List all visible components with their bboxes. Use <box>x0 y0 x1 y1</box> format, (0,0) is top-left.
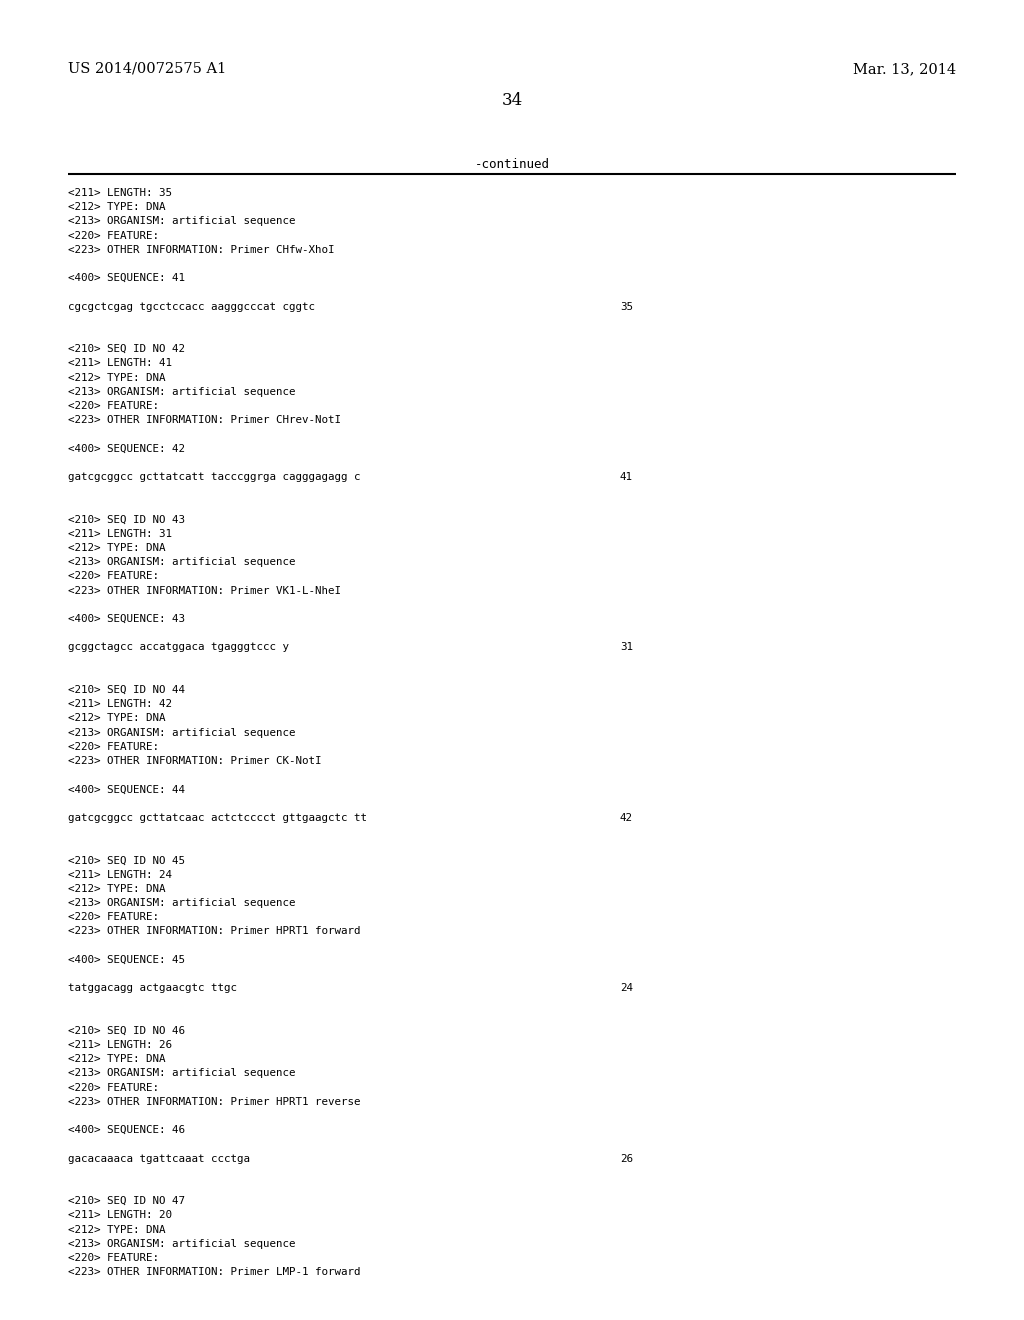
Text: <211> LENGTH: 26: <211> LENGTH: 26 <box>68 1040 172 1049</box>
Text: 35: 35 <box>620 301 633 312</box>
Text: gatcgcggcc gcttatcaac actctcccct gttgaagctc tt: gatcgcggcc gcttatcaac actctcccct gttgaag… <box>68 813 367 822</box>
Text: <220> FEATURE:: <220> FEATURE: <box>68 742 159 752</box>
Text: <212> TYPE: DNA: <212> TYPE: DNA <box>68 884 166 894</box>
Text: <220> FEATURE:: <220> FEATURE: <box>68 572 159 581</box>
Text: cgcgctcgag tgcctccacc aagggcccat cggtc: cgcgctcgag tgcctccacc aagggcccat cggtc <box>68 301 315 312</box>
Text: <212> TYPE: DNA: <212> TYPE: DNA <box>68 1055 166 1064</box>
Text: <220> FEATURE:: <220> FEATURE: <box>68 1082 159 1093</box>
Text: <212> TYPE: DNA: <212> TYPE: DNA <box>68 202 166 213</box>
Text: -continued: -continued <box>474 158 550 172</box>
Text: <212> TYPE: DNA: <212> TYPE: DNA <box>68 1225 166 1234</box>
Text: <213> ORGANISM: artificial sequence: <213> ORGANISM: artificial sequence <box>68 1238 296 1249</box>
Text: <400> SEQUENCE: 45: <400> SEQUENCE: 45 <box>68 954 185 965</box>
Text: gacacaaaca tgattcaaat ccctga: gacacaaaca tgattcaaat ccctga <box>68 1154 250 1164</box>
Text: <210> SEQ ID NO 43: <210> SEQ ID NO 43 <box>68 515 185 524</box>
Text: <213> ORGANISM: artificial sequence: <213> ORGANISM: artificial sequence <box>68 727 296 738</box>
Text: <213> ORGANISM: artificial sequence: <213> ORGANISM: artificial sequence <box>68 216 296 227</box>
Text: <211> LENGTH: 35: <211> LENGTH: 35 <box>68 187 172 198</box>
Text: <400> SEQUENCE: 44: <400> SEQUENCE: 44 <box>68 784 185 795</box>
Text: <220> FEATURE:: <220> FEATURE: <box>68 231 159 240</box>
Text: <223> OTHER INFORMATION: Primer CHfw-XhoI: <223> OTHER INFORMATION: Primer CHfw-Xho… <box>68 244 335 255</box>
Text: <223> OTHER INFORMATION: Primer HPRT1 forward: <223> OTHER INFORMATION: Primer HPRT1 fo… <box>68 927 360 936</box>
Text: <223> OTHER INFORMATION: Primer VK1-L-NheI: <223> OTHER INFORMATION: Primer VK1-L-Nh… <box>68 586 341 595</box>
Text: <212> TYPE: DNA: <212> TYPE: DNA <box>68 543 166 553</box>
Text: gcggctagcc accatggaca tgagggtccc y: gcggctagcc accatggaca tgagggtccc y <box>68 643 289 652</box>
Text: <223> OTHER INFORMATION: Primer HPRT1 reverse: <223> OTHER INFORMATION: Primer HPRT1 re… <box>68 1097 360 1106</box>
Text: tatggacagg actgaacgtc ttgc: tatggacagg actgaacgtc ttgc <box>68 983 237 993</box>
Text: US 2014/0072575 A1: US 2014/0072575 A1 <box>68 62 226 77</box>
Text: <210> SEQ ID NO 44: <210> SEQ ID NO 44 <box>68 685 185 696</box>
Text: <210> SEQ ID NO 42: <210> SEQ ID NO 42 <box>68 345 185 354</box>
Text: <220> FEATURE:: <220> FEATURE: <box>68 912 159 923</box>
Text: 24: 24 <box>620 983 633 993</box>
Text: <213> ORGANISM: artificial sequence: <213> ORGANISM: artificial sequence <box>68 387 296 397</box>
Text: <211> LENGTH: 24: <211> LENGTH: 24 <box>68 870 172 879</box>
Text: <400> SEQUENCE: 46: <400> SEQUENCE: 46 <box>68 1125 185 1135</box>
Text: <223> OTHER INFORMATION: Primer CK-NotI: <223> OTHER INFORMATION: Primer CK-NotI <box>68 756 322 766</box>
Text: Mar. 13, 2014: Mar. 13, 2014 <box>853 62 956 77</box>
Text: 26: 26 <box>620 1154 633 1164</box>
Text: <223> OTHER INFORMATION: Primer LMP-1 forward: <223> OTHER INFORMATION: Primer LMP-1 fo… <box>68 1267 360 1278</box>
Text: <212> TYPE: DNA: <212> TYPE: DNA <box>68 713 166 723</box>
Text: gatcgcggcc gcttatcatt tacccggrga cagggagagg c: gatcgcggcc gcttatcatt tacccggrga cagggag… <box>68 473 360 482</box>
Text: 42: 42 <box>620 813 633 822</box>
Text: <210> SEQ ID NO 45: <210> SEQ ID NO 45 <box>68 855 185 866</box>
Text: <400> SEQUENCE: 42: <400> SEQUENCE: 42 <box>68 444 185 454</box>
Text: <213> ORGANISM: artificial sequence: <213> ORGANISM: artificial sequence <box>68 1068 296 1078</box>
Text: <223> OTHER INFORMATION: Primer CHrev-NotI: <223> OTHER INFORMATION: Primer CHrev-No… <box>68 416 341 425</box>
Text: <400> SEQUENCE: 43: <400> SEQUENCE: 43 <box>68 614 185 624</box>
Text: <220> FEATURE:: <220> FEATURE: <box>68 401 159 411</box>
Text: <211> LENGTH: 20: <211> LENGTH: 20 <box>68 1210 172 1221</box>
Text: <213> ORGANISM: artificial sequence: <213> ORGANISM: artificial sequence <box>68 898 296 908</box>
Text: 41: 41 <box>620 473 633 482</box>
Text: <212> TYPE: DNA: <212> TYPE: DNA <box>68 372 166 383</box>
Text: <211> LENGTH: 41: <211> LENGTH: 41 <box>68 359 172 368</box>
Text: <210> SEQ ID NO 46: <210> SEQ ID NO 46 <box>68 1026 185 1036</box>
Text: <211> LENGTH: 42: <211> LENGTH: 42 <box>68 700 172 709</box>
Text: <220> FEATURE:: <220> FEATURE: <box>68 1253 159 1263</box>
Text: 31: 31 <box>620 643 633 652</box>
Text: <211> LENGTH: 31: <211> LENGTH: 31 <box>68 529 172 539</box>
Text: 34: 34 <box>502 92 522 110</box>
Text: <400> SEQUENCE: 41: <400> SEQUENCE: 41 <box>68 273 185 284</box>
Text: <213> ORGANISM: artificial sequence: <213> ORGANISM: artificial sequence <box>68 557 296 568</box>
Text: <210> SEQ ID NO 47: <210> SEQ ID NO 47 <box>68 1196 185 1206</box>
